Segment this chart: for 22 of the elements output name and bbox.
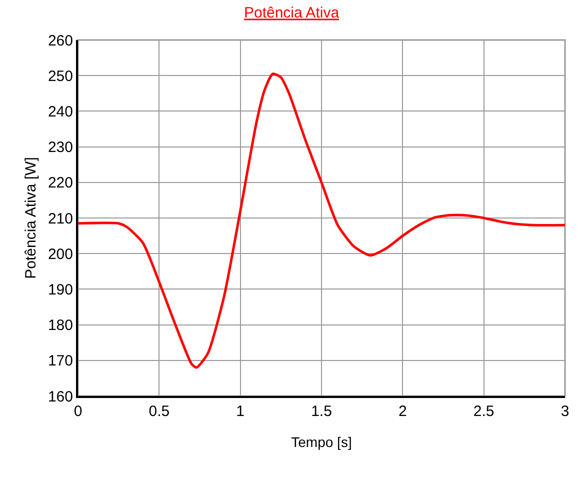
y-tick-label: 250 [48,68,73,85]
y-tick-label: 180 [48,317,73,334]
y-tick-label: 200 [48,246,73,263]
y-tick-label: 230 [48,139,73,156]
line-series [78,72,565,369]
y-tick-label: 260 [48,32,73,50]
y-tick-label: 210 [48,210,73,228]
x-tick-label: 1 [236,403,244,420]
y-tick-label: 240 [48,103,73,120]
y-tick-label: 160 [48,388,73,406]
x-tick-label: 3 [560,403,570,420]
y-tick-label: 170 [48,352,73,370]
x-tick-label: 2 [398,403,407,420]
chart-title: Potência Ativa [244,4,340,22]
x-tick-label: 0.5 [148,403,170,420]
y-tick-label: 190 [48,281,73,298]
x-tick-label: 1.5 [311,403,332,420]
y-tick-label: 220 [48,174,73,192]
x-tick-label: 0 [74,403,82,420]
x-tick-label: 2.5 [473,403,494,420]
x-axis-title: Tempo [s] [291,434,352,450]
y-axis-title: Potência Ativa [W] [22,157,40,279]
